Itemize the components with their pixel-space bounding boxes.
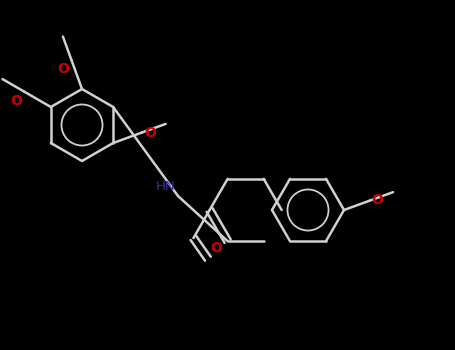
Text: HN: HN [155,180,175,193]
Text: O: O [10,94,22,108]
Text: O: O [210,241,222,255]
Text: O: O [144,126,156,140]
Text: O: O [371,193,383,207]
Text: O: O [58,62,70,76]
